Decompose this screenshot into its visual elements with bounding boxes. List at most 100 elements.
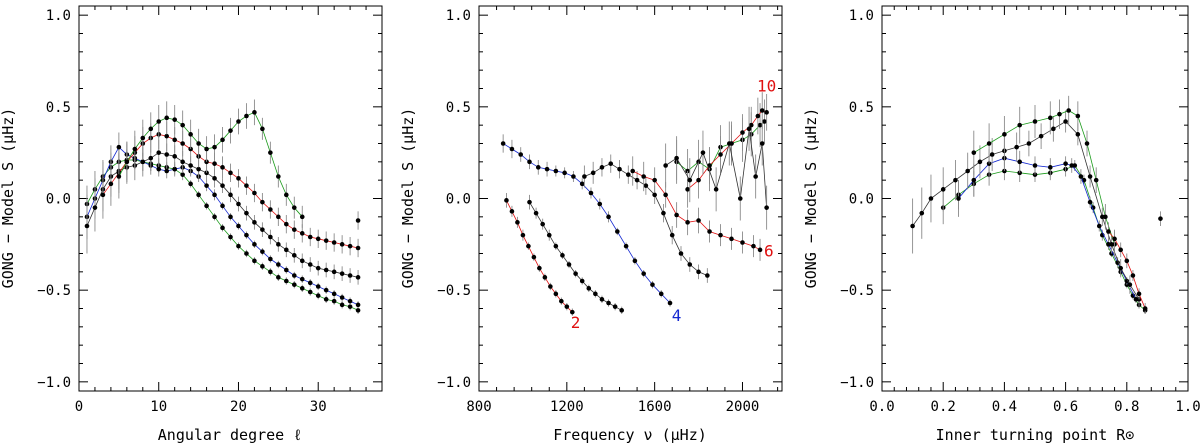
series-tp-c xyxy=(910,110,1142,309)
data-point xyxy=(1078,174,1084,179)
data-point xyxy=(559,298,564,304)
data-point xyxy=(687,177,693,183)
data-point xyxy=(746,126,752,132)
data-point xyxy=(762,119,767,124)
data-point xyxy=(220,137,225,143)
data-point xyxy=(612,304,618,309)
data-point xyxy=(586,286,592,291)
data-point xyxy=(573,271,578,276)
data-point xyxy=(347,298,353,304)
data-point xyxy=(504,198,509,203)
data-point xyxy=(276,174,281,179)
data-point xyxy=(1158,216,1163,221)
data-point xyxy=(188,132,193,137)
data-point xyxy=(284,247,289,253)
data-point xyxy=(291,227,297,232)
plot-frame xyxy=(881,5,1189,392)
axis-ticks xyxy=(78,6,383,391)
x-tick-label: 30 xyxy=(310,399,327,415)
data-point xyxy=(1118,265,1123,271)
data-point xyxy=(759,141,765,146)
data-point xyxy=(678,251,684,256)
data-point xyxy=(531,254,537,260)
data-point xyxy=(1026,141,1032,146)
data-point xyxy=(1017,159,1022,165)
data-point xyxy=(548,284,553,289)
data-point xyxy=(540,221,545,227)
y-tick-label: 0.0 xyxy=(446,192,471,208)
data-point xyxy=(1017,122,1022,128)
x-tick-label: 0.4 xyxy=(992,399,1017,415)
x-axis-label: Angular degree ℓ xyxy=(158,426,302,444)
x-tick-label: 1.0 xyxy=(1175,399,1200,415)
data-point xyxy=(228,170,233,176)
data-point xyxy=(579,278,585,284)
y-tick-label: −1.0 xyxy=(840,375,874,391)
y-tick-label: 1.0 xyxy=(446,8,471,24)
data-point xyxy=(172,154,177,159)
data-point xyxy=(244,113,249,119)
data-point xyxy=(579,181,585,187)
axis-ticks xyxy=(478,6,782,391)
data-point xyxy=(156,119,162,124)
data-point xyxy=(533,210,539,216)
data-point xyxy=(520,232,526,238)
data-point xyxy=(276,262,281,267)
data-point xyxy=(1136,291,1142,297)
data-point xyxy=(518,152,524,157)
data-point xyxy=(307,234,313,240)
data-point xyxy=(132,146,138,152)
data-point xyxy=(1051,126,1056,132)
data-point xyxy=(700,150,706,155)
annotation-label: 2 xyxy=(571,313,581,332)
data-point xyxy=(1084,141,1090,146)
data-point xyxy=(764,205,769,210)
data-point xyxy=(244,251,249,256)
data-point xyxy=(1075,132,1081,137)
data-point xyxy=(652,177,657,183)
data-point xyxy=(674,212,679,218)
data-point xyxy=(276,242,281,247)
x-tick-label: 800 xyxy=(466,399,491,415)
data-point xyxy=(1048,115,1053,121)
data-point xyxy=(307,262,313,267)
data-point xyxy=(172,166,177,172)
data-point xyxy=(544,166,550,172)
annotation-label: 4 xyxy=(672,306,682,325)
data-point xyxy=(928,196,934,201)
panel-angular-degree: 0 10 20 30 −1.0 −0.5 0.0 0.5 1.0 Angular degree … xyxy=(0,5,383,444)
data-point xyxy=(650,282,655,287)
series-line xyxy=(958,157,1137,300)
data-point xyxy=(315,293,321,298)
data-point xyxy=(228,234,233,240)
data-point xyxy=(940,187,946,192)
x-axis-label: Frequency ν (μHz) xyxy=(553,426,707,444)
x-axis-label: Inner turning point R⊙ xyxy=(936,426,1135,444)
y-tick-label: 1.0 xyxy=(849,8,874,24)
y-tick-label: −0.5 xyxy=(437,283,471,299)
y-tick-label: −0.5 xyxy=(840,283,874,299)
data-point xyxy=(641,271,646,276)
series-tp-f xyxy=(1158,211,1163,226)
data-point xyxy=(1057,111,1062,117)
data-point xyxy=(740,130,745,135)
data-point xyxy=(212,144,217,150)
data-point xyxy=(1014,144,1019,150)
data-point xyxy=(685,220,690,225)
data-point xyxy=(331,291,337,297)
data-point xyxy=(220,183,225,188)
y-tick-label: −0.5 xyxy=(37,283,71,299)
series-l=5 xyxy=(582,154,710,283)
data-point xyxy=(757,247,763,253)
data-point xyxy=(164,152,170,157)
annotation-label: 10 xyxy=(757,77,776,96)
data-point xyxy=(971,177,977,183)
axis-ticks xyxy=(881,6,1189,391)
data-point xyxy=(755,113,761,119)
y-tick-label: −1.0 xyxy=(37,375,71,391)
data-point xyxy=(291,253,297,258)
data-point xyxy=(188,181,193,187)
data-point xyxy=(315,284,321,289)
data-point xyxy=(1096,223,1102,229)
